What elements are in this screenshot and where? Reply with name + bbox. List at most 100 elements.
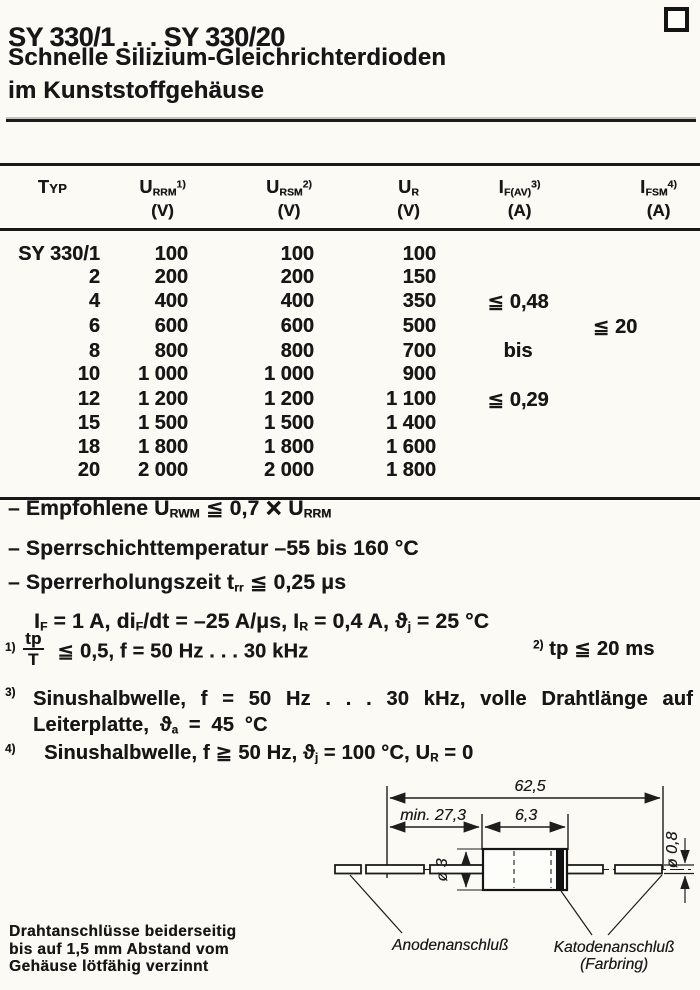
cell-ur: 100 [402, 242, 436, 265]
cell-ifsm [560, 387, 700, 412]
cell-ur: 1 600 [385, 435, 436, 458]
dim-lead-label: min. 27,3 [400, 807, 466, 824]
cell-ifsm [560, 412, 700, 436]
cell-ifsm: ≦ 20 [592, 316, 638, 339]
column-header: IFSM4) (A) [560, 164, 700, 232]
cell-ur: 500 [402, 315, 436, 338]
footnote-1: 1) tp T ≦ 0,5, f = 50 Hz . . . 30 kHz [5, 630, 308, 674]
cell-typ: 2 [88, 266, 100, 289]
note-line: – Sperrerholungszeit trr ≦ 0,25 μs [8, 570, 347, 595]
cell-urrm: 1 200 [137, 387, 188, 410]
table-row: 12 1 200 1 200 1 100 ≦ 0,29 [0, 387, 700, 412]
notes-list: – Empfohlene URWM ≦ 0,7 × URRM – Sperrsch… [8, 492, 688, 650]
footnote-2: 2) tp ≦ 20 ms [533, 636, 655, 661]
leader-anode [349, 874, 403, 934]
cell-urrm: 800 [154, 339, 188, 362]
note-line: IF = 1 A, diF/dt = –25 A/μs, IR = 0,4 A,… [34, 610, 490, 635]
cell-ifsm [560, 339, 700, 363]
cell-ursm: 1 800 [263, 435, 314, 458]
footnote-2-marker: 2) [533, 638, 544, 652]
package-outline-drawing: 62,5 min. 27,3 6,3 ø 3 ø 0,8 Anodenansch… [334, 778, 694, 973]
lead-right-tip [614, 864, 663, 875]
table-row: 4 400 400 350 ≦ 0,48 [0, 289, 700, 314]
footnote-4: 4) Sinushalbwelle, f ≧ 50 Hz, ϑj = 100 °… [5, 740, 473, 765]
cell-ursm: 1 500 [263, 411, 314, 434]
cell-ifsm [560, 459, 700, 499]
lead-right-inner [566, 864, 604, 875]
cell-ursm: 1 200 [263, 387, 314, 410]
column-header: URRM1) (V) [105, 164, 195, 232]
lead-left-mid [365, 864, 425, 875]
table-row: SY 330/1 100 100 100 [0, 230, 700, 266]
cell-ursm: 1 000 [263, 363, 314, 386]
cell-typ: 6 [88, 315, 100, 338]
leader-cathode-lead [607, 874, 663, 936]
cell-typ: 4 [88, 290, 100, 313]
solder-note-line-2: bis auf 1,5 mm Abstand vom [9, 940, 229, 958]
cell-ifsm [560, 266, 700, 290]
lead-left-tip [334, 864, 362, 875]
cell-urrm: 1 500 [137, 411, 188, 434]
dim-total-label: 62,5 [514, 778, 545, 795]
cathode-label: Katodenanschluß [554, 939, 675, 956]
cell-ur: 1 100 [385, 387, 436, 410]
table-row: 8 800 800 700 bis [0, 339, 700, 363]
cell-ursm: 100 [280, 242, 314, 265]
dim-body-dia-label: ø 3 [434, 858, 451, 881]
cell-ifsm [560, 289, 700, 314]
cell-ursm: 400 [280, 290, 314, 313]
cell-ifav: ≦ 0,29 [487, 388, 549, 411]
solder-note: Drahtanschlüsse beiderseitig bis auf 1,5… [9, 923, 236, 976]
corner-marker-icon [664, 7, 689, 32]
column-unit: (V) [151, 201, 174, 221]
subtitle-line-2: im Kunststoffgehäuse [8, 77, 265, 104]
cell-ifav [440, 412, 560, 436]
cathode-label-2: (Farbring) [580, 956, 648, 973]
column-unit: (A) [646, 201, 671, 221]
footnote-3: 3) Sinushalbwelle, f = 50 Hz . . . 30 kH… [5, 686, 693, 744]
cell-ur: 900 [402, 363, 436, 386]
cell-typ: 8 [88, 339, 100, 362]
cell-ifav: bis [503, 339, 533, 362]
cell-ur: 1 800 [385, 459, 436, 482]
cell-ur: 350 [402, 290, 436, 313]
cell-ur: 700 [402, 339, 436, 362]
cell-ur: 150 [402, 266, 436, 289]
cell-ur: 1 400 [385, 411, 436, 434]
note-line: – Empfohlene URWM ≦ 0,7 × URRM [8, 492, 332, 525]
fraction-tp-over-T: tp T [23, 629, 44, 669]
cell-typ: 15 [77, 411, 100, 434]
diode-body [481, 847, 569, 892]
footnote-2-text: tp ≦ 20 ms [549, 638, 655, 660]
spec-table-body: SY 330/1 100 100 100 2 200 200 150 4 400 400 350 ≦ 0… [0, 230, 700, 499]
table-row: 15 1 500 1 500 1 400 [0, 412, 700, 436]
page-subtitle: Schnelle Silizium-Gleichrichterdioden im… [8, 41, 446, 107]
cell-ursm: 600 [280, 315, 314, 338]
cell-ifav [440, 459, 560, 499]
column-unit: (V) [397, 201, 420, 221]
cell-typ: 12 [77, 387, 100, 410]
footnote-1-marker: 1) [5, 640, 16, 654]
dim-body-label: 6,3 [515, 807, 537, 824]
footnote-3-marker: 3) [5, 686, 16, 699]
cell-ifav: ≦ 0,48 [487, 291, 549, 314]
cell-urrm: 1 800 [137, 435, 188, 458]
column-header: Typ [0, 164, 105, 232]
cell-ursm: 800 [280, 339, 314, 362]
cell-ursm: 2 000 [263, 459, 314, 482]
cell-ifsm [560, 435, 700, 459]
cathode-color-ring [556, 849, 564, 890]
cell-ifav [440, 435, 560, 459]
footnote-4-marker: 4) [5, 742, 16, 756]
cell-typ: 18 [77, 435, 100, 458]
leader-cathode-ring [560, 890, 593, 936]
cell-ursm: 200 [280, 266, 314, 289]
cell-typ: SY 330/1 [18, 242, 100, 265]
dim-lead-dia-label: ø 0,8 [664, 832, 681, 869]
cell-ifav [440, 230, 560, 266]
footnote-1-text: ≦ 0,5, f = 50 Hz . . . 30 kHz [57, 640, 309, 663]
solder-note-line-3: Gehäuse lötfähig verzinnt [9, 958, 209, 975]
note-line: – Sperrschichttemperatur –55 bis 160 °C [8, 536, 419, 560]
cell-typ: 10 [77, 363, 100, 386]
